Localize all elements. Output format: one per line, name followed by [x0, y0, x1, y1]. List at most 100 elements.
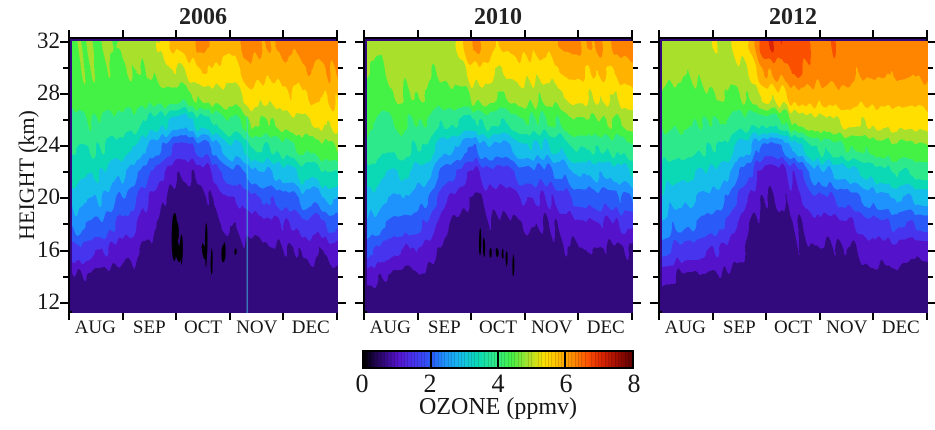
plot-box	[658, 37, 928, 313]
y-axis-tick	[653, 275, 658, 278]
x-axis-tick	[711, 30, 714, 37]
panel-2012: 2012 AUG SEP OCT NOV DEC	[650, 4, 935, 338]
y-axis-tick	[338, 145, 346, 148]
x-axis-tick	[121, 313, 124, 320]
y-axis-tick	[338, 41, 346, 44]
y-axis-tick	[633, 119, 638, 122]
y-axis-tick	[633, 301, 641, 304]
y-axis-label: HEIGHT (km)	[14, 110, 39, 240]
x-axis-tick	[872, 313, 875, 320]
y-axis-tick	[653, 119, 658, 122]
y-axis-tick	[653, 67, 658, 70]
x-tick-label-oct: OCT	[479, 317, 517, 338]
y-axis-tick	[63, 171, 68, 174]
y-axis-tick	[928, 275, 933, 278]
x-tick-label-aug: AUG	[664, 317, 706, 338]
y-axis-tick	[633, 67, 638, 70]
x-tick-label-sep: SEP	[132, 317, 166, 338]
y-axis-tick	[633, 171, 638, 174]
x-axis-tick	[469, 30, 472, 37]
x-axis-tick	[926, 30, 928, 37]
x-axis-tick	[819, 30, 822, 37]
panel-title: 2006	[179, 4, 227, 30]
x-axis-tick	[819, 313, 822, 320]
y-tick-label: 12	[37, 288, 60, 314]
colorbar-title: OZONE (ppmv)	[419, 394, 577, 420]
panel-title: 2012	[769, 4, 817, 30]
x-axis-tick	[577, 30, 580, 37]
x-axis-tick	[631, 313, 633, 320]
x-axis-tick	[282, 313, 285, 320]
panel-2010: 2010 AUG SEP OCT NOV DEC	[355, 4, 641, 338]
y-axis-tick	[355, 145, 363, 148]
x-axis-tick	[174, 30, 177, 37]
x-axis-tick	[174, 313, 177, 320]
x-tick-label-aug: AUG	[74, 317, 116, 338]
x-axis-tick	[764, 30, 767, 37]
colorbar-tick-label: 4	[491, 369, 505, 398]
x-tick-label-dec: DEC	[881, 317, 920, 338]
colorbar-gradient-canvas	[364, 352, 632, 367]
y-axis-tick	[358, 275, 363, 278]
x-axis-tick	[524, 313, 527, 320]
x-axis-tick	[416, 313, 419, 320]
x-axis-tick	[336, 30, 338, 37]
y-axis-tick	[928, 197, 935, 200]
x-axis-tick	[416, 30, 419, 37]
contour-canvas-2006	[72, 41, 338, 313]
y-axis-tick	[928, 301, 935, 304]
y-axis-tick	[60, 301, 68, 304]
x-tick-label-aug: AUG	[369, 317, 411, 338]
y-axis-tick	[358, 171, 363, 174]
x-axis-tick	[872, 30, 875, 37]
y-axis-tick	[928, 119, 933, 122]
y-axis-tick	[653, 171, 658, 174]
y-tick-label: 32	[37, 28, 60, 54]
y-axis-tick	[338, 171, 343, 174]
y-tick-label: 20	[37, 184, 60, 210]
colorbar-tick-label: 2	[423, 369, 437, 398]
y-axis-tick	[63, 275, 68, 278]
panel-title: 2010	[474, 4, 522, 30]
x-axis-tick	[282, 30, 285, 37]
x-tick-label-oct: OCT	[184, 317, 222, 338]
y-axis-tick	[650, 93, 658, 96]
colorbar	[362, 350, 634, 369]
y-axis-tick	[355, 301, 363, 304]
x-tick-label-nov: NOV	[531, 317, 573, 338]
x-axis-tick	[577, 313, 580, 320]
colorbar-tick-label: 6	[559, 369, 573, 398]
x-tick-label-dec: DEC	[291, 317, 330, 338]
y-axis-tick	[338, 301, 346, 304]
y-axis-tick	[633, 197, 641, 200]
y-axis-tick	[60, 93, 68, 96]
y-axis-tick	[633, 145, 641, 148]
y-axis-tick	[358, 223, 363, 226]
x-tick-label-dec: DEC	[586, 317, 625, 338]
y-tick-label: 16	[37, 236, 60, 262]
x-axis-tick	[363, 30, 365, 37]
x-axis-tick	[764, 313, 767, 320]
panel-2006: 2006 12 16 20 24 28 32 AUG SEP OCT NOV DEC	[37, 4, 346, 338]
y-axis-tick	[650, 145, 658, 148]
y-axis-tick	[338, 67, 343, 70]
y-axis-tick	[338, 93, 346, 96]
y-axis-tick	[60, 249, 68, 252]
x-axis-tick	[68, 30, 70, 37]
y-axis-tick	[338, 249, 346, 252]
x-tick-label-nov: NOV	[826, 317, 868, 338]
y-axis-tick	[60, 41, 68, 44]
x-tick-label-sep: SEP	[722, 317, 756, 338]
y-axis-tick	[338, 197, 346, 200]
y-axis-tick	[650, 249, 658, 252]
x-axis-tick	[469, 313, 472, 320]
y-axis-tick	[633, 223, 638, 226]
contour-canvas-2010	[367, 41, 633, 313]
x-axis-tick	[68, 313, 70, 320]
colorbar-tick-label: 8	[627, 369, 641, 398]
y-axis-tick	[650, 301, 658, 304]
x-tick-label-nov: NOV	[236, 317, 278, 338]
y-axis-tick	[338, 223, 343, 226]
y-axis-tick	[355, 41, 363, 44]
